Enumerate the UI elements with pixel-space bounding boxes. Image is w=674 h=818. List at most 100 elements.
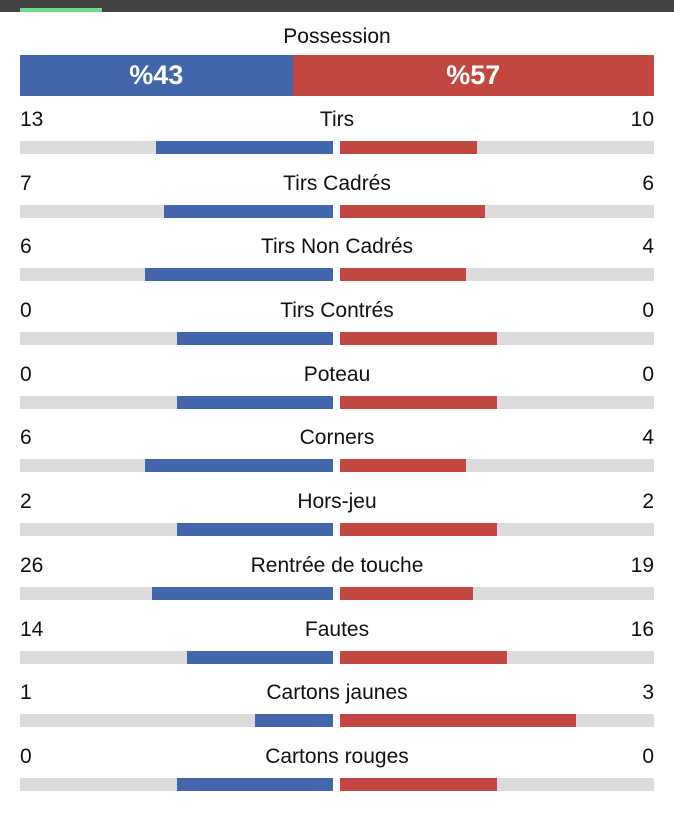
- stat-home-value: 6: [20, 426, 32, 450]
- home-track: [20, 714, 333, 728]
- stat-label: Cartons rouges: [265, 744, 409, 768]
- stat-comparison-bar: [20, 523, 654, 537]
- stat-home-value: 0: [20, 362, 32, 386]
- possession-title: Possession: [283, 25, 391, 48]
- stat-row: 6 Corners 4: [20, 424, 654, 488]
- stat-away-value: 0: [642, 744, 654, 768]
- possession-bar: %43 %57: [20, 55, 654, 96]
- stat-away-value: 4: [642, 235, 654, 259]
- stat-row: 0 Poteau 0: [20, 361, 654, 425]
- home-fill: [152, 586, 333, 600]
- stat-label: Poteau: [303, 362, 371, 386]
- away-track: [340, 268, 654, 282]
- stat-home-value: 7: [20, 171, 32, 195]
- stat-comparison-bar: [20, 777, 654, 791]
- possession-away: %57: [292, 55, 654, 96]
- away-track: [340, 777, 654, 791]
- away-track: [340, 714, 654, 728]
- away-fill: [340, 332, 497, 346]
- stat-row: 14 Fautes 16: [20, 616, 654, 680]
- top-tab-bar: [0, 0, 674, 12]
- stat-label: Rentrée de touche: [250, 553, 424, 577]
- stat-home-value: 6: [20, 235, 32, 259]
- home-track: [20, 586, 333, 600]
- away-fill: [340, 586, 473, 600]
- home-fill: [176, 395, 333, 409]
- away-track: [340, 523, 654, 537]
- stat-away-value: 16: [630, 617, 654, 641]
- away-fill: [340, 459, 466, 473]
- stat-away-value: 19: [630, 553, 654, 577]
- away-fill: [340, 777, 497, 791]
- stats-list: 13 Tirs 10 7 Tirs Cadrés 6 6 Tirs Non Ca…: [20, 106, 654, 807]
- stat-home-value: 0: [20, 744, 32, 768]
- stat-comparison-bar: [20, 204, 654, 218]
- away-fill: [340, 268, 466, 282]
- possession-home: %43: [20, 55, 293, 96]
- away-track: [340, 395, 654, 409]
- stat-row: 0 Tirs Contrés 0: [20, 297, 654, 361]
- home-fill: [176, 777, 333, 791]
- stat-away-value: 0: [642, 299, 654, 323]
- stat-home-value: 26: [20, 553, 44, 577]
- away-track: [340, 650, 654, 664]
- stat-away-value: 0: [642, 362, 654, 386]
- home-track: [20, 332, 333, 346]
- stat-home-value: 2: [20, 490, 32, 514]
- stat-row: 13 Tirs 10: [20, 106, 654, 170]
- home-track: [20, 395, 333, 409]
- stat-label: Corners: [299, 426, 375, 450]
- stat-away-value: 6: [642, 171, 654, 195]
- stat-home-value: 0: [20, 299, 32, 323]
- stat-away-value: 4: [642, 426, 654, 450]
- home-track: [20, 268, 333, 282]
- away-track: [340, 459, 654, 473]
- home-track: [20, 650, 333, 664]
- stat-row: 26 Rentrée de touche 19: [20, 552, 654, 616]
- stat-home-value: 1: [20, 681, 32, 705]
- stat-comparison-bar: [20, 714, 654, 728]
- stat-label: Tirs Non Cadrés: [260, 235, 414, 259]
- away-fill: [340, 395, 497, 409]
- home-fill: [176, 523, 333, 537]
- home-fill: [156, 141, 333, 154]
- stat-label: Tirs Cadrés: [283, 171, 391, 195]
- stat-away-value: 10: [630, 108, 654, 131]
- home-fill: [254, 714, 333, 728]
- stat-row: 0 Cartons rouges 0: [20, 743, 654, 807]
- stat-home-value: 14: [20, 617, 44, 641]
- stat-row: 7 Tirs Cadrés 6: [20, 170, 654, 234]
- home-fill: [186, 650, 333, 664]
- stat-label: Fautes: [304, 617, 370, 641]
- away-fill: [340, 714, 576, 728]
- home-track: [20, 141, 333, 154]
- home-fill: [176, 332, 333, 346]
- home-fill: [145, 268, 333, 282]
- home-track: [20, 523, 333, 537]
- stat-away-value: 3: [642, 681, 654, 705]
- active-tab-indicator[interactable]: [20, 8, 102, 12]
- stat-label: Tirs Contrés: [280, 299, 394, 323]
- home-track: [20, 459, 333, 473]
- stat-comparison-bar: [20, 141, 654, 154]
- away-fill: [340, 523, 497, 537]
- stat-row: 1 Cartons jaunes 3: [20, 679, 654, 743]
- stat-row: 2 Hors-jeu 2: [20, 488, 654, 552]
- home-fill: [164, 204, 333, 218]
- stat-row: 6 Tirs Non Cadrés 4: [20, 233, 654, 297]
- stat-comparison-bar: [20, 268, 654, 282]
- away-track: [340, 141, 654, 154]
- stat-label: Hors-jeu: [297, 490, 377, 514]
- stat-label: Cartons jaunes: [266, 681, 408, 705]
- stat-comparison-bar: [20, 650, 654, 664]
- away-fill: [340, 650, 508, 664]
- stat-comparison-bar: [20, 395, 654, 409]
- stat-comparison-bar: [20, 586, 654, 600]
- stat-comparison-bar: [20, 332, 654, 346]
- stat-comparison-bar: [20, 459, 654, 473]
- stat-home-value: 13: [20, 108, 44, 131]
- away-fill: [340, 204, 485, 218]
- stat-label: Tirs: [319, 108, 355, 131]
- home-track: [20, 204, 333, 218]
- away-fill: [340, 141, 477, 154]
